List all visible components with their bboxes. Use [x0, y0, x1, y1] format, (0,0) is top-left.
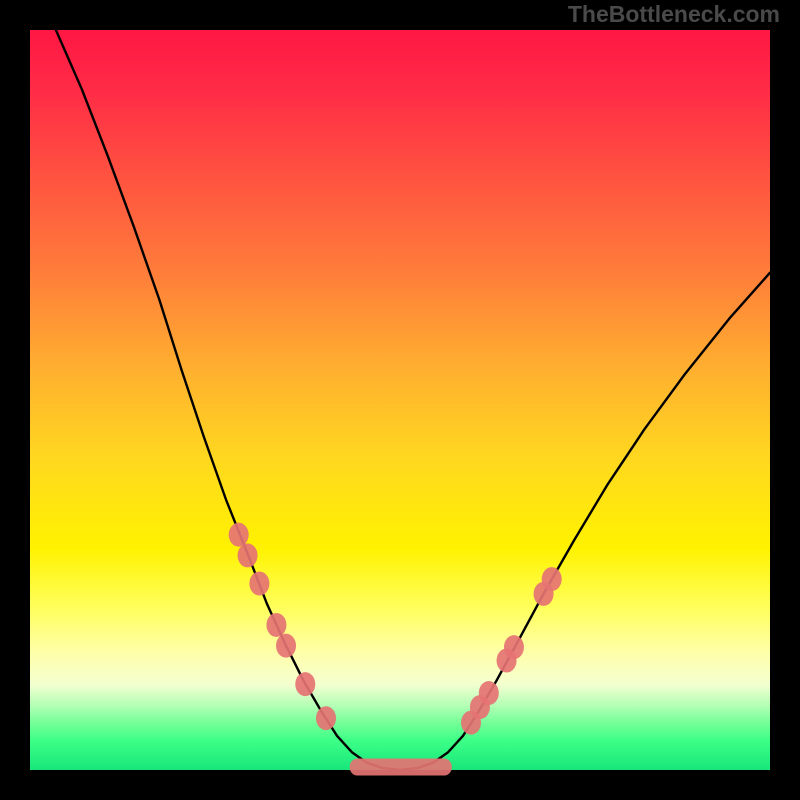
data-marker [276, 634, 296, 658]
bottleneck-chart: TheBottleneck.com [0, 0, 800, 800]
data-marker [542, 567, 562, 591]
data-marker [229, 523, 249, 547]
data-marker [266, 613, 286, 637]
data-marker [295, 672, 315, 696]
optimal-range-bar [350, 759, 452, 776]
data-marker [238, 543, 258, 567]
data-marker [479, 681, 499, 705]
data-marker [504, 635, 524, 659]
data-marker [316, 706, 336, 730]
data-marker [249, 572, 269, 596]
plot-area [30, 30, 770, 770]
watermark: TheBottleneck.com [568, 1, 780, 27]
